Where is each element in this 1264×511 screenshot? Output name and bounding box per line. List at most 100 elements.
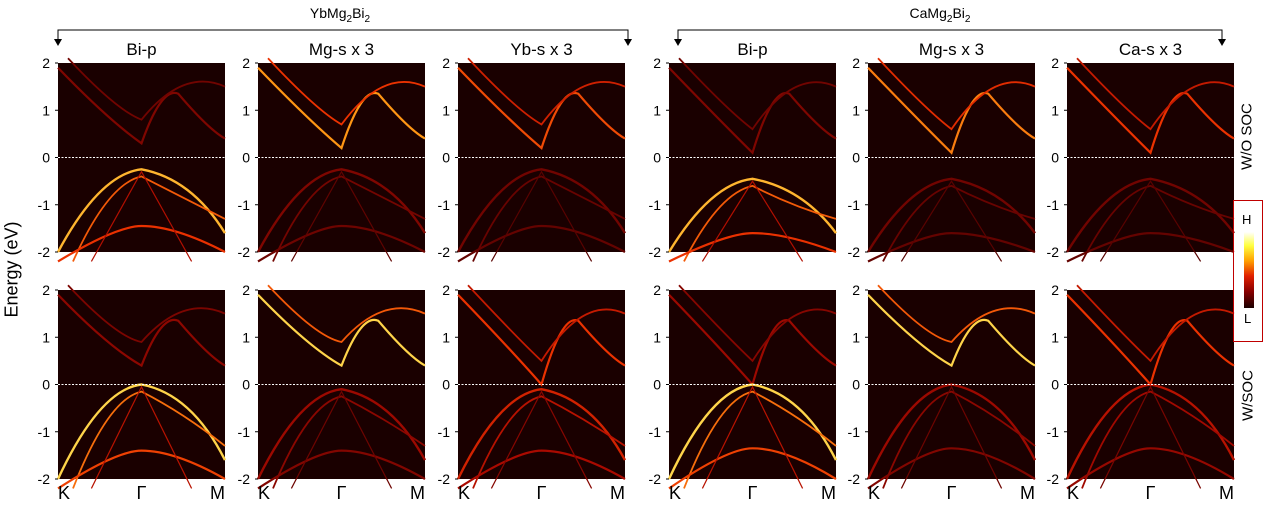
valence-band-heavy <box>256 388 427 480</box>
valence-band-linear <box>1099 179 1202 262</box>
y-tick-label: 1 <box>242 102 250 118</box>
colorbar-frame <box>1233 200 1263 342</box>
valence-band-heavy <box>1065 177 1235 253</box>
y-tick-label: -2 <box>238 244 251 260</box>
y-tick-label: 2 <box>242 55 250 71</box>
y-tick-label: 0 <box>442 377 450 393</box>
valence-band-light <box>882 184 1036 262</box>
valence-band-linear <box>490 390 593 489</box>
y-tick-label: -2 <box>438 471 451 487</box>
conduction-band-upper <box>877 57 1036 131</box>
y-tick-label: -1 <box>649 424 662 440</box>
valence-band-heavy <box>56 383 227 480</box>
x-tick-label: K <box>58 483 70 503</box>
valence-band-light <box>472 395 626 489</box>
x-tick-label: M <box>821 483 836 503</box>
y-tick-label: -1 <box>238 424 251 440</box>
valence-band-linear <box>290 390 393 489</box>
x-tick-label: M <box>1219 483 1234 503</box>
valence-band-linear <box>290 170 393 262</box>
conduction-band <box>1066 293 1235 387</box>
conduction-band <box>57 66 226 146</box>
y-tick-label: 0 <box>442 150 450 166</box>
y-tick-label: 2 <box>242 282 250 298</box>
conduction-band <box>668 293 837 387</box>
valence-band-lower <box>257 224 426 263</box>
y-tick-label: 0 <box>852 377 860 393</box>
valence-band-light <box>472 175 626 262</box>
conduction-band <box>867 293 1036 368</box>
conduction-band-upper <box>67 284 226 343</box>
y-tick-label: -2 <box>38 244 51 260</box>
y-tick-label: 0 <box>653 377 661 393</box>
conduction-band <box>668 66 837 155</box>
y-axis-label: Energy (eV) <box>1 221 22 318</box>
conduction-band-upper <box>678 284 837 363</box>
valence-band-heavy <box>56 168 227 253</box>
conduction-band-upper <box>1076 284 1235 363</box>
y-tick-label: 2 <box>1051 55 1059 71</box>
column-title: Yb-s x 3 <box>510 40 572 59</box>
y-tick-label: 1 <box>852 329 860 345</box>
valence-band-heavy <box>866 177 1036 253</box>
valence-band-lower <box>457 449 626 490</box>
valence-band-heavy <box>256 168 427 253</box>
panel-background <box>1067 63 1234 252</box>
conduction-band-upper <box>67 57 226 121</box>
y-tick-label: 1 <box>42 329 50 345</box>
valence-band-lower <box>457 224 626 263</box>
y-tick-label: 1 <box>653 329 661 345</box>
conduction-band <box>257 293 426 368</box>
x-tick-label: Γ <box>748 483 758 503</box>
y-tick-label: -2 <box>38 471 51 487</box>
y-tick-label: -1 <box>848 197 861 213</box>
y-tick-label: -1 <box>1047 197 1060 213</box>
valence-band-light <box>272 175 426 262</box>
y-tick-label: -1 <box>38 197 51 213</box>
valence-band-lower <box>1066 447 1235 490</box>
colorbar-low-label: L <box>1244 311 1252 326</box>
y-tick-label: -1 <box>38 424 51 440</box>
conduction-band <box>1066 66 1235 155</box>
x-tick-label: K <box>868 483 880 503</box>
colorbar-gradient <box>1244 232 1254 308</box>
conduction-band <box>867 66 1036 155</box>
y-tick-label: 2 <box>653 282 661 298</box>
column-title: Bi-p <box>737 40 767 59</box>
y-tick-label: 0 <box>1051 150 1059 166</box>
column-title: Bi-p <box>126 40 156 59</box>
valence-band-linear <box>90 385 193 489</box>
x-tick-label: Γ <box>337 483 347 503</box>
column-title: Ca-s x 3 <box>1119 40 1182 59</box>
valence-band-linear <box>90 170 193 262</box>
y-tick-label: -2 <box>649 471 662 487</box>
y-tick-label: -1 <box>438 197 451 213</box>
y-tick-label: 0 <box>1051 377 1059 393</box>
y-tick-label: 2 <box>42 55 50 71</box>
valence-band-light <box>72 390 226 489</box>
group-bracket-yb-arrow-right <box>624 39 632 46</box>
conduction-band-upper <box>467 57 626 126</box>
y-tick-label: 0 <box>42 377 50 393</box>
x-tick-label: K <box>458 483 470 503</box>
valence-band-linear <box>900 179 1003 262</box>
conduction-band-upper <box>877 284 1036 343</box>
y-tick-label: 0 <box>242 150 250 166</box>
conduction-band <box>457 66 626 150</box>
y-tick-label: -1 <box>848 424 861 440</box>
y-tick-label: 1 <box>442 102 450 118</box>
valence-band-light <box>1081 390 1235 489</box>
y-tick-label: 0 <box>242 377 250 393</box>
y-tick-label: -2 <box>1047 244 1060 260</box>
conduction-band-upper <box>678 57 837 131</box>
y-tick-label: 2 <box>653 55 661 71</box>
x-tick-label: M <box>210 483 225 503</box>
group-bracket-yb <box>57 29 629 42</box>
y-tick-label: 0 <box>42 150 50 166</box>
conduction-band-upper <box>467 284 626 363</box>
valence-band-lower <box>867 231 1036 263</box>
x-tick-label: K <box>258 483 270 503</box>
valence-band-linear <box>701 385 804 489</box>
group-bracket-ca-arrow-right <box>1218 39 1226 46</box>
